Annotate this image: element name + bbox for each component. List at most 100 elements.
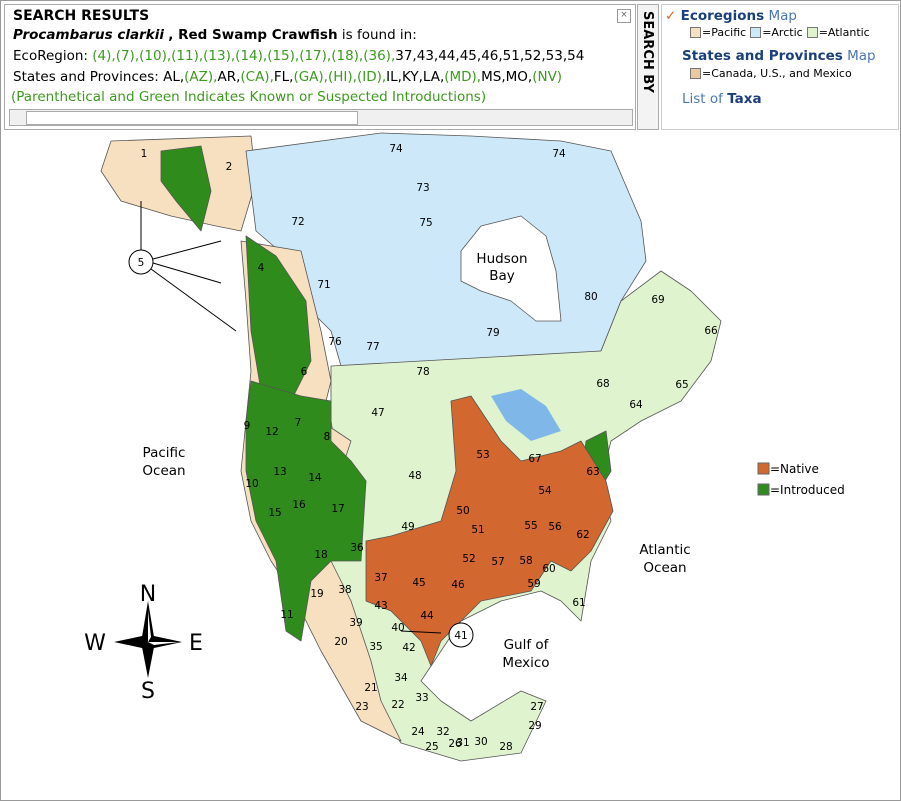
region-label: 64 bbox=[629, 399, 643, 411]
ecoregions-item: (7), bbox=[115, 48, 140, 64]
ecoregions-item: 44, bbox=[438, 48, 460, 64]
region-label: 43 bbox=[374, 600, 387, 612]
states-item: MO, bbox=[505, 69, 533, 85]
scrollbar[interactable] bbox=[9, 109, 633, 126]
ecoregions-item: (10), bbox=[139, 48, 172, 64]
region-label: 24 bbox=[411, 726, 425, 738]
region-label: 16 bbox=[292, 499, 306, 511]
callout-circle bbox=[448, 622, 474, 648]
region-label: 30 bbox=[474, 736, 487, 748]
states-item: (HI), bbox=[327, 69, 357, 85]
region-label: 73 bbox=[416, 182, 429, 194]
region-label: 38 bbox=[338, 584, 351, 596]
states-item: LA, bbox=[422, 69, 445, 85]
region-label: 46 bbox=[451, 579, 465, 591]
close-button[interactable]: × bbox=[617, 9, 631, 23]
compass-letter: N bbox=[140, 582, 156, 607]
water-label: Ocean bbox=[142, 463, 185, 479]
region-label: 17 bbox=[331, 503, 344, 515]
key-swatch bbox=[750, 27, 762, 38]
region-label: 15 bbox=[268, 507, 281, 519]
region-label: 62 bbox=[576, 529, 589, 541]
legend-swatch bbox=[757, 462, 770, 475]
region-label: 52 bbox=[462, 553, 475, 565]
region-label: 7 bbox=[295, 417, 302, 429]
states-item: (AZ), bbox=[184, 69, 218, 85]
ecoregions-item: 37, bbox=[395, 48, 417, 64]
scroll-thumb[interactable] bbox=[26, 111, 358, 125]
water-label: Hudson bbox=[476, 251, 527, 267]
region-label: 72 bbox=[291, 216, 304, 228]
region-label: 78 bbox=[416, 366, 429, 378]
region-label: 57 bbox=[491, 556, 504, 568]
callout-lines bbox=[140, 201, 442, 634]
region-label: 51 bbox=[471, 524, 484, 536]
states-item: AL, bbox=[163, 69, 185, 85]
compass-letter: S bbox=[141, 679, 155, 704]
water-label: Ocean bbox=[643, 560, 686, 576]
ecoregions-item: 54 bbox=[567, 48, 585, 64]
legend-label: =Introduced bbox=[770, 483, 845, 497]
key-label: =Arctic bbox=[762, 26, 803, 39]
water-label: Mexico bbox=[502, 655, 549, 671]
ecoregion-key: =Pacific bbox=[690, 26, 746, 39]
region-label: 58 bbox=[519, 555, 532, 567]
ecoregions-item: (36), bbox=[363, 48, 396, 64]
region-label: 31 bbox=[456, 737, 469, 749]
region-label: 10 bbox=[245, 478, 258, 490]
introduced-area bbox=[160, 145, 212, 232]
region-label: 1 bbox=[141, 148, 148, 160]
region-label: 74 bbox=[552, 148, 566, 160]
region-label: 4 bbox=[258, 262, 265, 274]
region-label: 18 bbox=[314, 549, 327, 561]
note: (Parenthetical and Green Indicates Known… bbox=[11, 89, 487, 105]
species-line: Procambarus clarkii , Red Swamp Crawfish… bbox=[13, 27, 417, 43]
region-label: 48 bbox=[408, 470, 421, 482]
taxa-link[interactable]: Taxa bbox=[727, 91, 762, 107]
region-label: 20 bbox=[334, 636, 347, 648]
great-lakes bbox=[491, 389, 561, 441]
region-label: 47 bbox=[371, 407, 384, 419]
region-label: 50 bbox=[456, 505, 469, 517]
ecoregions-item: (13), bbox=[203, 48, 236, 64]
region-label: 39 bbox=[349, 617, 362, 629]
water-label: Gulf of bbox=[504, 637, 550, 653]
states-link[interactable]: States and Provinces bbox=[682, 48, 843, 64]
region-label: 19 bbox=[310, 588, 323, 600]
region-label: 65 bbox=[675, 379, 688, 391]
hudson-bay bbox=[460, 215, 562, 322]
region-label: 11 bbox=[280, 609, 293, 621]
ecoregion-key: =Arctic bbox=[750, 26, 803, 39]
states-map-link[interactable]: Map bbox=[847, 48, 876, 64]
region-label: 9 bbox=[244, 420, 251, 432]
region-label: 45 bbox=[412, 577, 425, 589]
compass-letter: E bbox=[189, 631, 203, 656]
ecoregions-row: ✓ Ecoregions Map bbox=[665, 8, 797, 24]
region-label: 80 bbox=[584, 291, 597, 303]
callout-circle bbox=[128, 249, 154, 275]
water-label: Pacific bbox=[143, 445, 186, 461]
ecoregion-key: =Atlantic bbox=[806, 26, 870, 39]
states-label: States and Provinces: bbox=[13, 69, 159, 85]
region-label: 53 bbox=[476, 449, 489, 461]
states-item: (ID), bbox=[356, 69, 387, 85]
key-label: =Atlantic bbox=[818, 26, 870, 39]
region-label: 60 bbox=[542, 563, 555, 575]
native-area bbox=[365, 395, 614, 667]
region-label: 22 bbox=[391, 699, 404, 711]
region-label: 74 bbox=[389, 143, 403, 155]
region-label: 49 bbox=[401, 521, 414, 533]
region-label: 23 bbox=[355, 701, 368, 713]
species: Procambarus clarkii bbox=[13, 27, 164, 43]
region-label: 68 bbox=[596, 378, 609, 390]
states-item: (GA), bbox=[293, 69, 328, 85]
region-label: 69 bbox=[651, 294, 664, 306]
ecoregions-link[interactable]: Ecoregions bbox=[680, 8, 765, 24]
key-swatch bbox=[806, 27, 818, 38]
region-label: 35 bbox=[369, 641, 382, 653]
ecoregions-map-link[interactable]: Map bbox=[768, 8, 797, 24]
legend-label: =Native bbox=[770, 462, 819, 476]
region-label: 61 bbox=[572, 597, 585, 609]
callout-label: 41 bbox=[454, 630, 467, 642]
search-by-tab: SEARCH BY bbox=[637, 4, 659, 130]
